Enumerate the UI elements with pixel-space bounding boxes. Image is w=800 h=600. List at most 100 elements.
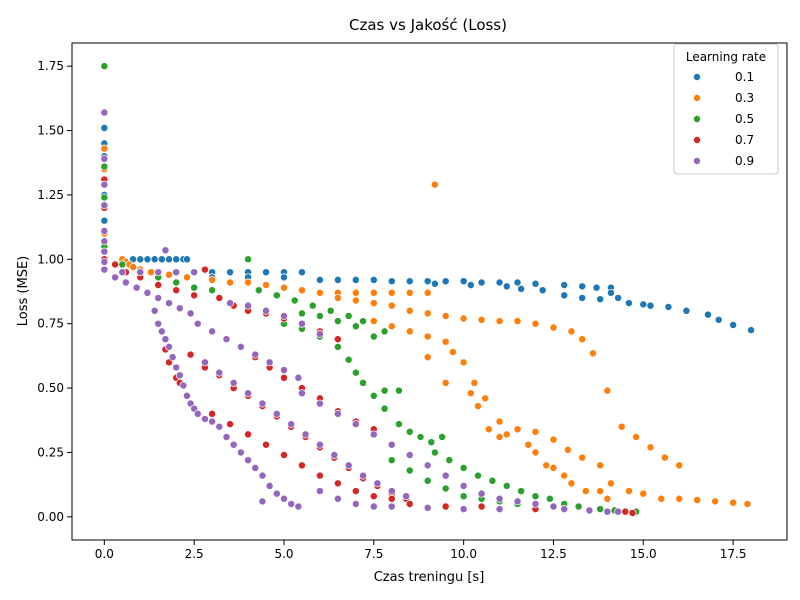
data-point [129,263,138,271]
data-point [729,498,738,507]
data-point [585,506,594,515]
data-point [549,502,558,511]
data-point [369,502,378,511]
data-point [395,386,403,395]
data-point [330,451,339,459]
data-point [441,484,450,493]
data-point [229,378,238,387]
data-point [682,306,691,315]
data-point [459,358,468,367]
data-point [359,317,367,326]
data-point [427,438,436,447]
data-point [502,481,511,490]
data-point [157,327,166,336]
x-axis-ticks: 0.0 2.5 5.0 7.5 10.0 12.5 15.0 17.5 [95,540,746,561]
data-point [208,275,217,284]
data-point [265,481,274,490]
data-point [369,391,378,400]
data-point [359,378,367,387]
data-point [395,420,403,429]
data-point [244,301,253,310]
data-point [298,268,306,277]
data-point [262,268,270,277]
data-point [344,355,353,364]
data-point [657,494,666,503]
data-point [280,312,288,320]
data-point [596,487,605,496]
legend-marker [693,115,701,123]
data-point [660,453,669,462]
data-point [179,381,188,390]
data-point [315,330,324,338]
data-point [743,500,752,508]
data-point [226,299,235,308]
y-tick-label: 1.25 [37,188,64,202]
data-point [287,420,296,429]
data-point [466,281,475,290]
data-point [290,296,299,305]
data-point [333,494,342,503]
data-point [405,427,414,436]
data-point [175,371,184,380]
legend-entries: 0.1 0.3 0.5 0.7 0.9 [693,70,754,168]
data-point [258,497,267,506]
data-point [351,368,360,377]
data-point [578,293,587,302]
data-point [405,466,414,475]
data-point [545,494,554,503]
data-point [344,312,353,320]
data-point [484,425,493,434]
data-point [405,500,414,508]
data-point [495,278,504,287]
data-point [488,476,497,485]
data-point [495,433,504,441]
data-point [387,440,396,449]
data-point [315,399,324,408]
data-point [624,299,633,308]
data-point [333,479,342,488]
data-point [578,282,587,291]
data-point [646,301,655,310]
data-point [632,433,641,441]
data-point [272,409,281,418]
data-point [251,350,260,359]
data-point [729,321,738,329]
data-point [481,394,490,403]
data-point [628,509,637,517]
data-point [333,275,342,284]
data-point [502,282,511,291]
data-point [438,433,447,441]
data-point [495,505,504,514]
data-point [208,327,217,336]
data-point [333,317,342,326]
data-point [100,108,109,117]
data-point [161,335,170,344]
data-point [294,502,303,511]
data-point [280,283,288,292]
data-point [441,378,450,387]
data-point [578,335,587,344]
data-point [298,309,306,318]
data-point [118,260,127,269]
data-point [513,278,522,287]
data-point [193,409,202,418]
data-point [315,440,324,449]
data-point [190,268,199,277]
data-point [165,299,173,308]
data-point [193,319,202,328]
data-point [531,492,540,501]
data-point [369,275,378,284]
data-point [441,277,450,286]
data-point [351,275,360,284]
data-point [136,268,145,277]
axes-frame [71,42,788,541]
x-tick-label: 15.0 [630,547,657,561]
data-point [315,487,324,496]
data-point [596,461,605,470]
data-point [154,268,163,277]
data-point [258,399,267,408]
data-point [430,279,439,288]
data-point [143,288,152,297]
data-point [387,301,396,310]
